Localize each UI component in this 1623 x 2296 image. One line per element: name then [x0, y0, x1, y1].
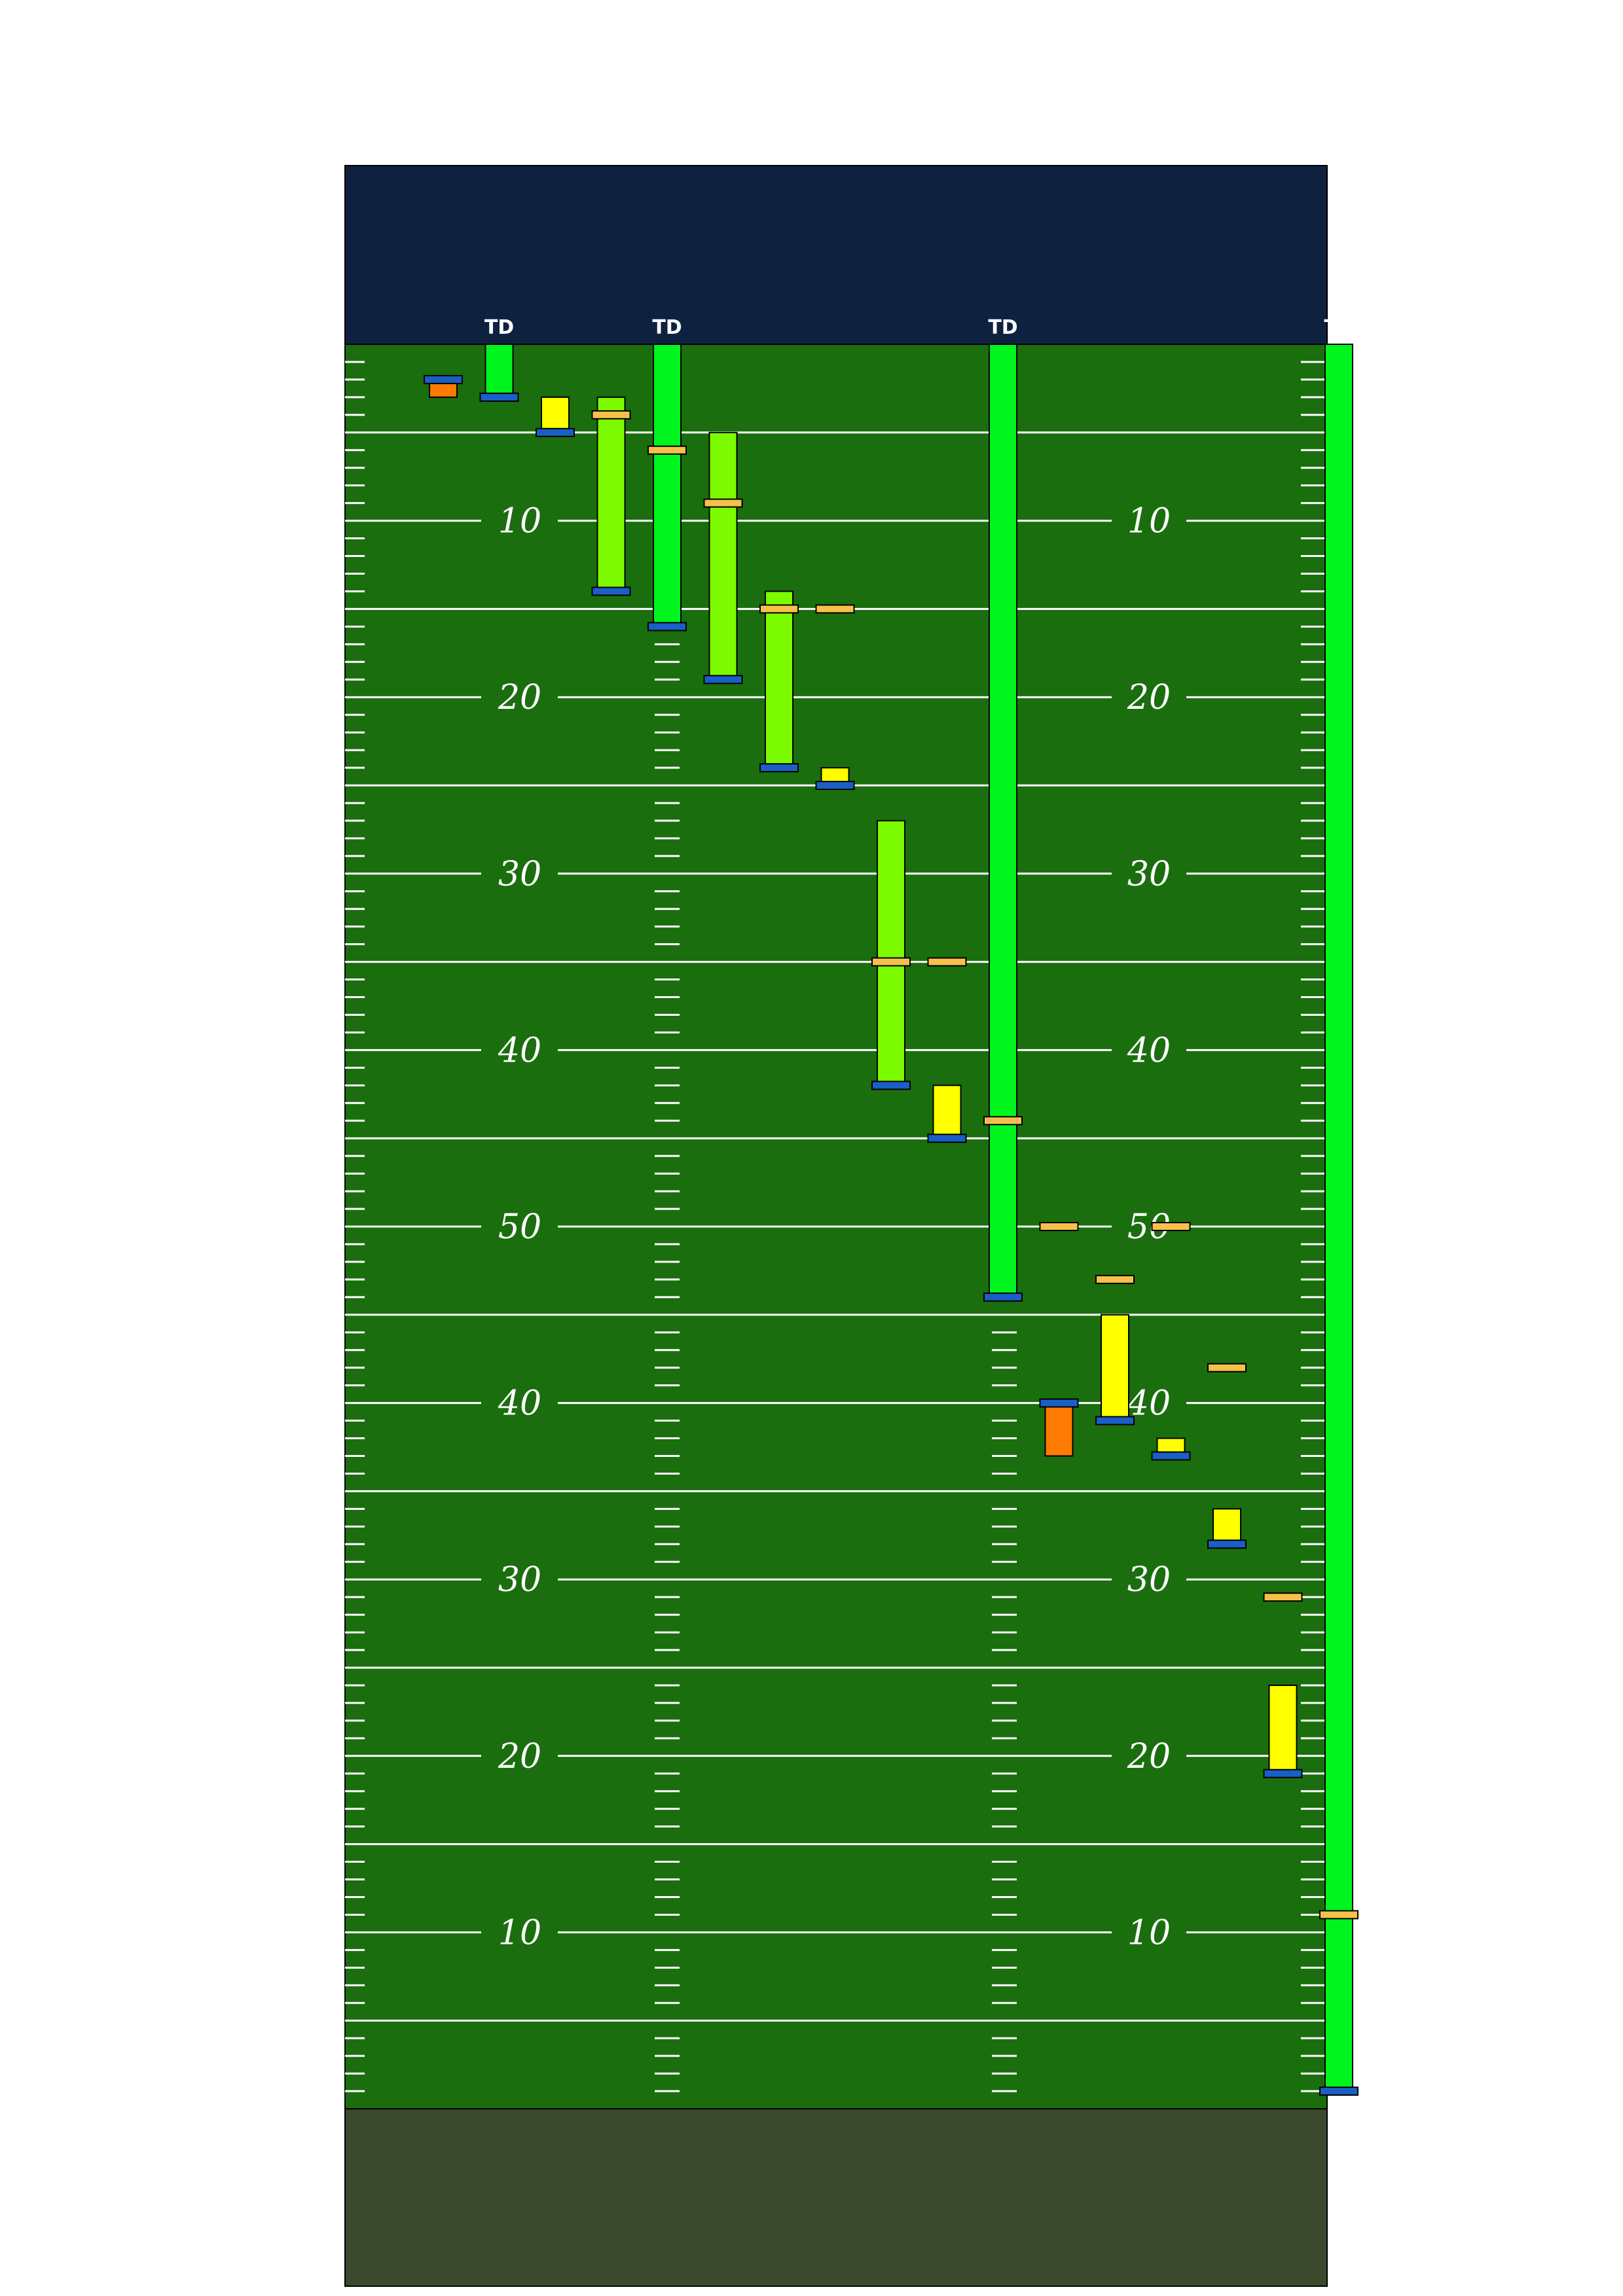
play-bar [596, 396, 626, 592]
play-bar [1101, 1314, 1129, 1422]
td-labels: TD TD TD TD [484, 316, 1354, 339]
td-label: TD [484, 316, 514, 339]
first-down-marker [1319, 1910, 1359, 1920]
play-bar [989, 344, 1017, 1298]
scrimmage-marker [1151, 1451, 1191, 1461]
td-label: TD [988, 316, 1017, 339]
yard-number: 10 [498, 1913, 541, 1952]
scrimmage-marker [759, 763, 799, 773]
first-down-marker [1039, 1222, 1079, 1231]
yard-number: 10 [498, 502, 541, 541]
yard-number: 30 [498, 1560, 541, 1600]
play-bar [877, 819, 905, 1086]
scrimmage-marker [591, 586, 631, 596]
play-bar [1044, 1402, 1074, 1457]
first-down-marker [1207, 1363, 1247, 1372]
td-label: TD [652, 316, 682, 339]
scrimmage-marker [1095, 1416, 1135, 1426]
first-down-marker [1095, 1274, 1135, 1284]
scrimmage-marker [424, 374, 463, 384]
yard-number: 10 [1127, 502, 1171, 541]
first-down-marker [1151, 1222, 1191, 1231]
first-down-marker [591, 410, 631, 420]
scrimmage-marker [1039, 1398, 1079, 1408]
play-bar [1213, 1508, 1241, 1545]
scrimmage-marker [1263, 1768, 1303, 1778]
scrimmage-marker [927, 1134, 967, 1143]
first-down-marker [815, 604, 855, 614]
yard-number: 30 [1127, 1560, 1171, 1600]
scrimmage-marker [815, 781, 855, 790]
play-bar [541, 396, 570, 433]
td-label: TD [1324, 316, 1353, 339]
scrimmage-marker [647, 622, 687, 632]
scrimmage-marker [871, 1081, 911, 1090]
yard-number: 40 [498, 1384, 541, 1424]
yard-number: 10 [1127, 1913, 1171, 1952]
first-down-marker [759, 604, 799, 614]
scrimmage-marker [479, 392, 519, 402]
play-bar [1324, 344, 1353, 2092]
play-bars [424, 344, 1359, 2096]
bottom-endzone [344, 2108, 1328, 2287]
scrimmage-marker [1207, 1539, 1247, 1549]
top-endzone [344, 165, 1328, 345]
scrimmage-marker [703, 675, 743, 685]
scrimmage-marker [1319, 2087, 1359, 2096]
play-bar [932, 1085, 962, 1139]
first-down-marker [927, 957, 967, 967]
scrimmage-marker [536, 427, 575, 437]
first-down-marker [983, 1116, 1023, 1126]
play-bar [653, 344, 682, 628]
field-lines [345, 361, 1327, 2092]
first-down-marker [703, 498, 743, 508]
yard-number: 20 [1127, 1737, 1171, 1776]
yard-number: 20 [1127, 678, 1171, 717]
first-down-marker [647, 445, 687, 455]
play-bar [765, 590, 793, 769]
play-bar [1268, 1684, 1298, 1774]
scrimmage-marker [983, 1292, 1023, 1302]
first-down-marker [1263, 1592, 1303, 1602]
play-bar [708, 431, 738, 681]
yard-number: 40 [498, 1031, 541, 1070]
yard-number: 30 [1127, 855, 1171, 894]
yard-number: 40 [1127, 1031, 1171, 1070]
first-down-marker [871, 957, 911, 967]
yard-number: 20 [498, 678, 541, 717]
yard-number: 30 [498, 855, 541, 894]
yard-number: 20 [498, 1737, 541, 1776]
play-bar [484, 344, 514, 398]
yard-number: 50 [498, 1208, 541, 1247]
